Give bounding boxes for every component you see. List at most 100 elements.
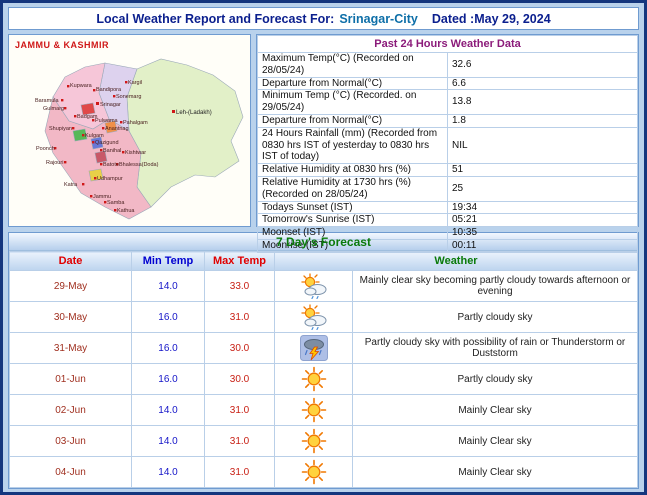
table-row: Todays Sunset (IST) 19:34 (257, 200, 638, 215)
past24-label: Todays Sunset (IST) (257, 200, 448, 215)
forecast-min-temp: 16.0 (131, 301, 205, 333)
svg-text:Qazigund: Qazigund (95, 140, 119, 146)
forecast-min-temp: 14.0 (131, 270, 205, 302)
svg-text:Rajouri: Rajouri (46, 160, 63, 166)
forecast-date: 31-May (9, 332, 132, 364)
forecast-icon-cell (274, 425, 353, 457)
forecast-icon-cell (274, 363, 353, 395)
past24-value: NIL (447, 126, 638, 165)
city-labels: Kupwara Bandipora Sonemarg Kargil Leh-(L… (35, 80, 212, 214)
forecast-date: 02-Jun (9, 394, 132, 426)
jammu-kashmir-map: Kupwara Bandipora Sonemarg Kargil Leh-(L… (15, 40, 244, 220)
svg-text:Baramula: Baramula (35, 98, 59, 104)
svg-text:Badgam: Badgam (77, 114, 98, 120)
svg-text:Srinagar: Srinagar (100, 102, 121, 108)
svg-text:Banihal: Banihal (103, 148, 121, 154)
table-row: Minimum Temp (°C) (Recorded. on 29/05/24… (257, 89, 638, 115)
column-header-weather: Weather (274, 251, 638, 271)
forecast-min-temp: 14.0 (131, 394, 205, 426)
forecast-date: 04-Jun (9, 456, 132, 488)
partly-cloudy-icon (300, 304, 328, 331)
past24-label: Departure from Normal(°C) (257, 113, 448, 128)
past24-value: 51 (447, 163, 638, 177)
forecast-max-temp: 31.0 (204, 425, 275, 457)
forecast-row: 30-May 16.0 31.0 Partly cloudy sky (9, 301, 638, 333)
forecast-row: 04-Jun 14.0 31.0 Mainly Clear sky (9, 456, 638, 488)
table-row: Relative Humidity at 1730 hrs (%) (Recor… (257, 175, 638, 202)
forecast-description: Mainly Clear sky (352, 425, 638, 457)
forecast-min-temp: 16.0 (131, 363, 205, 395)
forecast-description: Mainly clear sky becoming partly cloudy … (352, 270, 638, 302)
svg-text:Kargil: Kargil (128, 80, 142, 86)
svg-text:Samba: Samba (107, 200, 125, 206)
forecast-max-temp: 31.0 (204, 456, 275, 488)
table-row: Maximum Temp(°C) (Recorded on 28/05/24) 3… (257, 52, 638, 78)
past24-label: Departure from Normal(°C) (257, 76, 448, 91)
past24-label: Maximum Temp(°C) (Recorded on 28/05/24) (257, 52, 448, 78)
forecast-icon-cell (274, 270, 353, 302)
past24-label: Relative Humidity at 0830 hrs (%) (257, 163, 448, 177)
forecast-header-row: Date Min Temp Max Temp Weather (9, 251, 638, 271)
past24-value: 25 (447, 175, 638, 202)
svg-text:Katra: Katra (64, 182, 78, 188)
svg-text:Bhalessa(Doda): Bhalessa(Doda) (119, 162, 159, 168)
past24-value: 13.8 (447, 89, 638, 115)
past24-value: 1.8 (447, 113, 638, 128)
svg-text:Poonch: Poonch (36, 146, 55, 152)
forecast-description: Partly cloudy sky (352, 301, 638, 333)
forecast-max-temp: 31.0 (204, 301, 275, 333)
dated-label: Dated :May 29, 2024 (431, 11, 551, 26)
past24-value: 19:34 (447, 200, 638, 215)
forecast-date: 03-Jun (9, 425, 132, 457)
forecast-icon-cell (274, 332, 353, 364)
forecast-max-temp: 30.0 (204, 363, 275, 395)
forecast-date: 29-May (9, 270, 132, 302)
past24-label: 24 Hours Rainfall (mm) (Recorded from 08… (257, 126, 448, 165)
forecast-max-temp: 31.0 (204, 394, 275, 426)
svg-text:Leh-(Ladakh): Leh-(Ladakh) (176, 110, 212, 116)
table-row: Departure from Normal(°C) 1.8 (257, 113, 638, 128)
forecast-table: Date Min Temp Max Temp Weather 29-May 14… (9, 251, 638, 488)
forecast-min-temp: 14.0 (131, 425, 205, 457)
past24-value: 05:21 (447, 213, 638, 228)
forecast-description: Mainly Clear sky (352, 394, 638, 426)
page-header: Local Weather Report and Forecast For: S… (8, 7, 639, 30)
forecast-icon-cell (274, 394, 353, 426)
column-header-max-temp: Max Temp (204, 251, 275, 271)
jammu-kashmir-map-panel: Kupwara Bandipora Sonemarg Kargil Leh-(L… (8, 34, 251, 227)
top-section: Kupwara Bandipora Sonemarg Kargil Leh-(L… (8, 34, 639, 253)
city-name: Srinagar-City (339, 11, 418, 26)
svg-text:Bandipora: Bandipora (96, 87, 122, 93)
svg-text:Udhampur: Udhampur (97, 176, 123, 182)
svg-text:Anantnag: Anantnag (105, 126, 129, 132)
svg-text:Kathua: Kathua (117, 208, 135, 214)
past24-table: Past 24 Hours Weather Data Maximum Temp(… (257, 35, 638, 253)
map-region-title: JAMMU & KASHMIR (15, 40, 109, 50)
column-header-min-temp: Min Temp (131, 251, 205, 271)
forecast-max-temp: 33.0 (204, 270, 275, 302)
forecast-icon-cell (274, 301, 353, 333)
city-markers (54, 81, 175, 212)
thunderstorm-icon (299, 335, 328, 361)
svg-text:Sonemarg: Sonemarg (116, 94, 141, 100)
forecast-row: 03-Jun 14.0 31.0 Mainly Clear sky (9, 425, 638, 457)
partly-cloudy-icon (300, 273, 328, 300)
table-row: Departure from Normal(°C) 6.6 (257, 76, 638, 91)
past24-label: Relative Humidity at 1730 hrs (%) (Recor… (257, 175, 448, 202)
svg-text:Shupiyan: Shupiyan (49, 126, 72, 132)
svg-text:Kishtwar: Kishtwar (125, 150, 146, 156)
forecast-description: Partly cloudy sky (352, 363, 638, 395)
sun-icon (301, 428, 327, 454)
table-row: Tomorrow's Sunrise (IST) 05:21 (257, 213, 638, 228)
svg-text:Pahalgam: Pahalgam (123, 120, 148, 126)
past24-value: 32.6 (447, 52, 638, 78)
forecast-date: 30-May (9, 301, 132, 333)
svg-text:Kulgam: Kulgam (85, 133, 104, 139)
forecast-max-temp: 30.0 (204, 332, 275, 364)
svg-text:Pulwama: Pulwama (95, 118, 119, 124)
past24-label: Minimum Temp (°C) (Recorded. on 29/05/24… (257, 89, 448, 115)
sun-icon (301, 459, 327, 485)
forecast-row: 02-Jun 14.0 31.0 Mainly Clear sky (9, 394, 638, 426)
forecast-description: Partly cloudy sky with possibility of ra… (352, 332, 638, 364)
